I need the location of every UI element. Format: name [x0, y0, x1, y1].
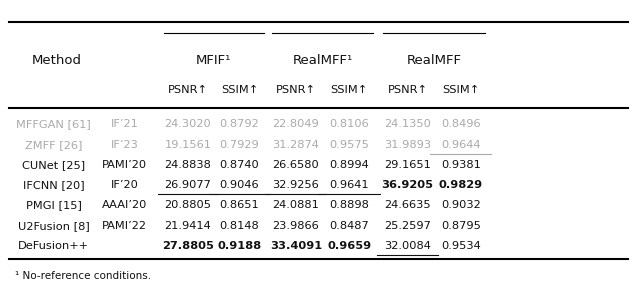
Text: 0.7929: 0.7929: [220, 140, 259, 150]
Text: 20.8805: 20.8805: [164, 200, 212, 210]
Text: 0.8651: 0.8651: [220, 200, 259, 210]
Text: 0.9641: 0.9641: [330, 180, 369, 190]
Text: PAMI’20: PAMI’20: [102, 160, 147, 170]
Text: PAMI’22: PAMI’22: [102, 221, 147, 231]
Text: 24.8838: 24.8838: [164, 160, 211, 170]
Text: 0.9659: 0.9659: [327, 241, 371, 251]
Text: 22.8049: 22.8049: [273, 119, 319, 129]
Text: 23.9866: 23.9866: [273, 221, 319, 231]
Text: IF’21: IF’21: [111, 119, 138, 129]
Text: 29.1651: 29.1651: [384, 160, 431, 170]
Text: 0.8795: 0.8795: [441, 221, 481, 231]
Text: AAAI’20: AAAI’20: [102, 200, 147, 210]
Text: 31.2874: 31.2874: [273, 140, 319, 150]
Text: PSNR↑: PSNR↑: [388, 85, 428, 95]
Text: 0.8148: 0.8148: [220, 221, 259, 231]
Text: 24.1350: 24.1350: [384, 119, 431, 129]
Text: 21.9414: 21.9414: [164, 221, 211, 231]
Text: 0.9829: 0.9829: [439, 180, 483, 190]
Text: 19.1561: 19.1561: [164, 140, 212, 150]
Text: Method: Method: [32, 54, 82, 67]
Text: DeFusion++: DeFusion++: [18, 241, 89, 251]
Text: 36.9205: 36.9205: [381, 180, 433, 190]
Text: 0.8994: 0.8994: [330, 160, 369, 170]
Text: 26.6580: 26.6580: [273, 160, 319, 170]
Text: CUNet [25]: CUNet [25]: [22, 160, 85, 170]
Text: 0.8792: 0.8792: [220, 119, 259, 129]
Text: SSIM↑: SSIM↑: [330, 85, 368, 95]
Text: 24.3020: 24.3020: [164, 119, 211, 129]
Text: IF’20: IF’20: [111, 180, 138, 190]
Text: 24.0881: 24.0881: [273, 200, 319, 210]
Text: PSNR↑: PSNR↑: [276, 85, 316, 95]
Text: 0.9188: 0.9188: [218, 241, 262, 251]
Text: U2Fusion [8]: U2Fusion [8]: [18, 221, 90, 231]
Text: 24.6635: 24.6635: [384, 200, 431, 210]
Text: PSNR↑: PSNR↑: [168, 85, 208, 95]
Text: ZMFF [26]: ZMFF [26]: [25, 140, 82, 150]
Text: MFFGAN [61]: MFFGAN [61]: [16, 119, 91, 129]
Text: SSIM↑: SSIM↑: [442, 85, 479, 95]
Text: PMGI [15]: PMGI [15]: [26, 200, 81, 210]
Text: 32.0084: 32.0084: [384, 241, 431, 251]
Text: IF’23: IF’23: [111, 140, 138, 150]
Text: 0.9534: 0.9534: [441, 241, 481, 251]
Text: RealMFF: RealMFF: [406, 54, 461, 67]
Text: MFIF¹: MFIF¹: [196, 54, 232, 67]
Text: 31.9893: 31.9893: [384, 140, 431, 150]
Text: 0.8487: 0.8487: [330, 221, 369, 231]
Text: 0.8898: 0.8898: [329, 200, 369, 210]
Text: 0.9381: 0.9381: [441, 160, 481, 170]
Text: 0.9046: 0.9046: [220, 180, 259, 190]
Text: RealMFF¹: RealMFF¹: [292, 54, 353, 67]
Text: 27.8805: 27.8805: [162, 241, 214, 251]
Text: 0.9575: 0.9575: [329, 140, 369, 150]
Text: 26.9077: 26.9077: [164, 180, 211, 190]
Text: SSIM↑: SSIM↑: [221, 85, 258, 95]
Text: 0.9644: 0.9644: [441, 140, 481, 150]
Text: 0.8496: 0.8496: [441, 119, 481, 129]
Text: ¹ No-reference conditions.: ¹ No-reference conditions.: [15, 271, 152, 281]
Text: IFCNN [20]: IFCNN [20]: [23, 180, 84, 190]
Text: 0.8106: 0.8106: [330, 119, 369, 129]
Text: 0.8740: 0.8740: [220, 160, 259, 170]
Text: 25.2597: 25.2597: [384, 221, 431, 231]
Text: 32.9256: 32.9256: [273, 180, 319, 190]
Text: 0.9032: 0.9032: [441, 200, 481, 210]
Text: 33.4091: 33.4091: [270, 241, 322, 251]
